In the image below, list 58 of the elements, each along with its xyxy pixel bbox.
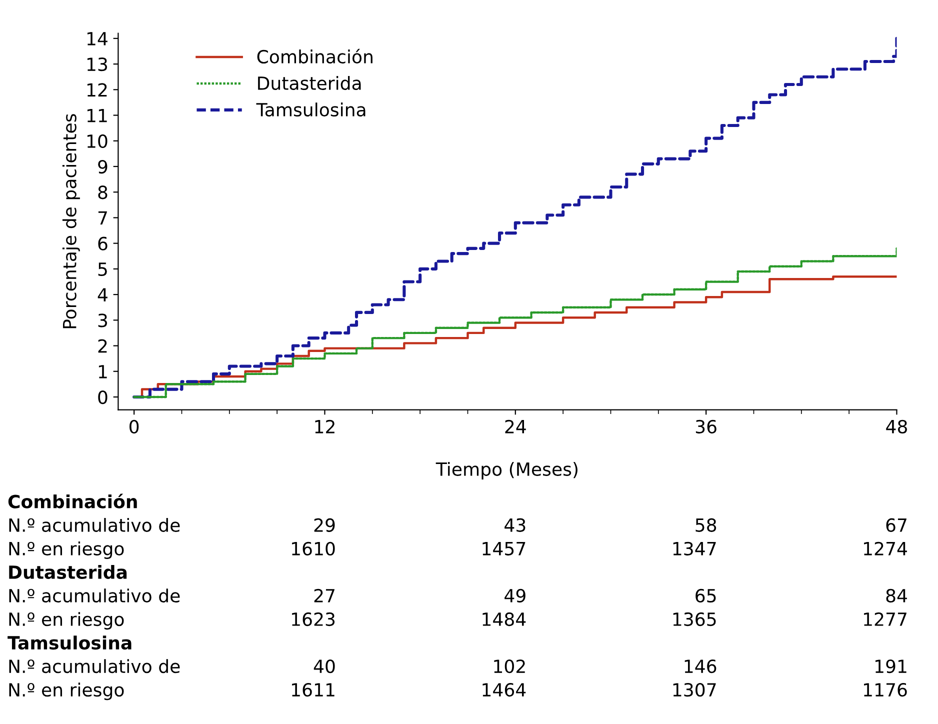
- text: 102: [494, 659, 525, 674]
- text: 67: [886, 518, 906, 532]
- x-tick-label: 0: [130, 420, 139, 434]
- text: 1464: [482, 683, 526, 697]
- y-tick-label: 14: [87, 32, 108, 46]
- text: 1484: [482, 612, 526, 626]
- y-tick-label: 9: [98, 160, 108, 174]
- y-tick-label: 1: [98, 365, 107, 378]
- text: 1277: [864, 612, 906, 626]
- text: 49: [504, 588, 526, 603]
- text: N.º acumulativo de: [9, 518, 180, 532]
- text: 1365: [673, 612, 716, 626]
- y-tick-label: 2: [98, 339, 107, 353]
- text: 40: [314, 659, 335, 674]
- text: 1347: [673, 542, 716, 556]
- x-tick-label: 48: [886, 420, 907, 434]
- text: 1610: [292, 542, 335, 556]
- y-tick-label: 0: [98, 390, 108, 404]
- text: N.º acumulativo de: [9, 659, 180, 674]
- y-tick-label: 11: [87, 108, 107, 122]
- y-tick-label: 8: [98, 186, 108, 200]
- text: 84: [886, 588, 907, 603]
- legend-label: Tamsulosina: [256, 102, 366, 117]
- y-tick-label: 5: [98, 262, 107, 276]
- y-tick-label: 13: [87, 57, 108, 72]
- legend-label: Combinación: [257, 48, 372, 64]
- text: 1176: [864, 683, 907, 697]
- y-tick-label: 12: [87, 83, 107, 97]
- y-tick-label: 7: [98, 211, 107, 225]
- text: 29: [314, 518, 335, 532]
- text: N.º acumulativo de: [9, 588, 180, 603]
- y-tick-label: 4: [98, 288, 108, 302]
- text: 58: [696, 518, 716, 532]
- text: Tamsulosina: [8, 636, 132, 650]
- legend-label: Dutasterida: [258, 76, 361, 90]
- y-tick-label: 10: [87, 134, 108, 148]
- text: 146: [684, 659, 716, 674]
- text: Combinación: [8, 494, 137, 508]
- text: 27: [314, 588, 334, 602]
- text: 1274: [864, 542, 907, 556]
- text: 1623: [292, 612, 335, 626]
- y-tick-label: 6: [98, 236, 108, 250]
- x-axis-title: Tiempo (Meses): [436, 462, 578, 480]
- x-tick-label: 24: [505, 420, 526, 434]
- text: 1611: [292, 683, 334, 697]
- text: 43: [504, 518, 526, 532]
- text: 65: [696, 588, 716, 603]
- text: 1307: [673, 683, 716, 697]
- text: N.º en riesgo: [9, 612, 124, 630]
- text: N.º en riesgo: [9, 682, 124, 700]
- x-tick-label: 36: [696, 420, 716, 434]
- text: 191: [876, 659, 906, 674]
- text: Dutasterida: [9, 565, 127, 580]
- text: 1457: [482, 542, 526, 556]
- y-tick-label: 3: [98, 314, 108, 328]
- x-tick-label: 12: [315, 420, 334, 434]
- text: N.º en riesgo: [9, 542, 124, 559]
- y-axis-title: Porcentaje de pacientes: [62, 114, 80, 328]
